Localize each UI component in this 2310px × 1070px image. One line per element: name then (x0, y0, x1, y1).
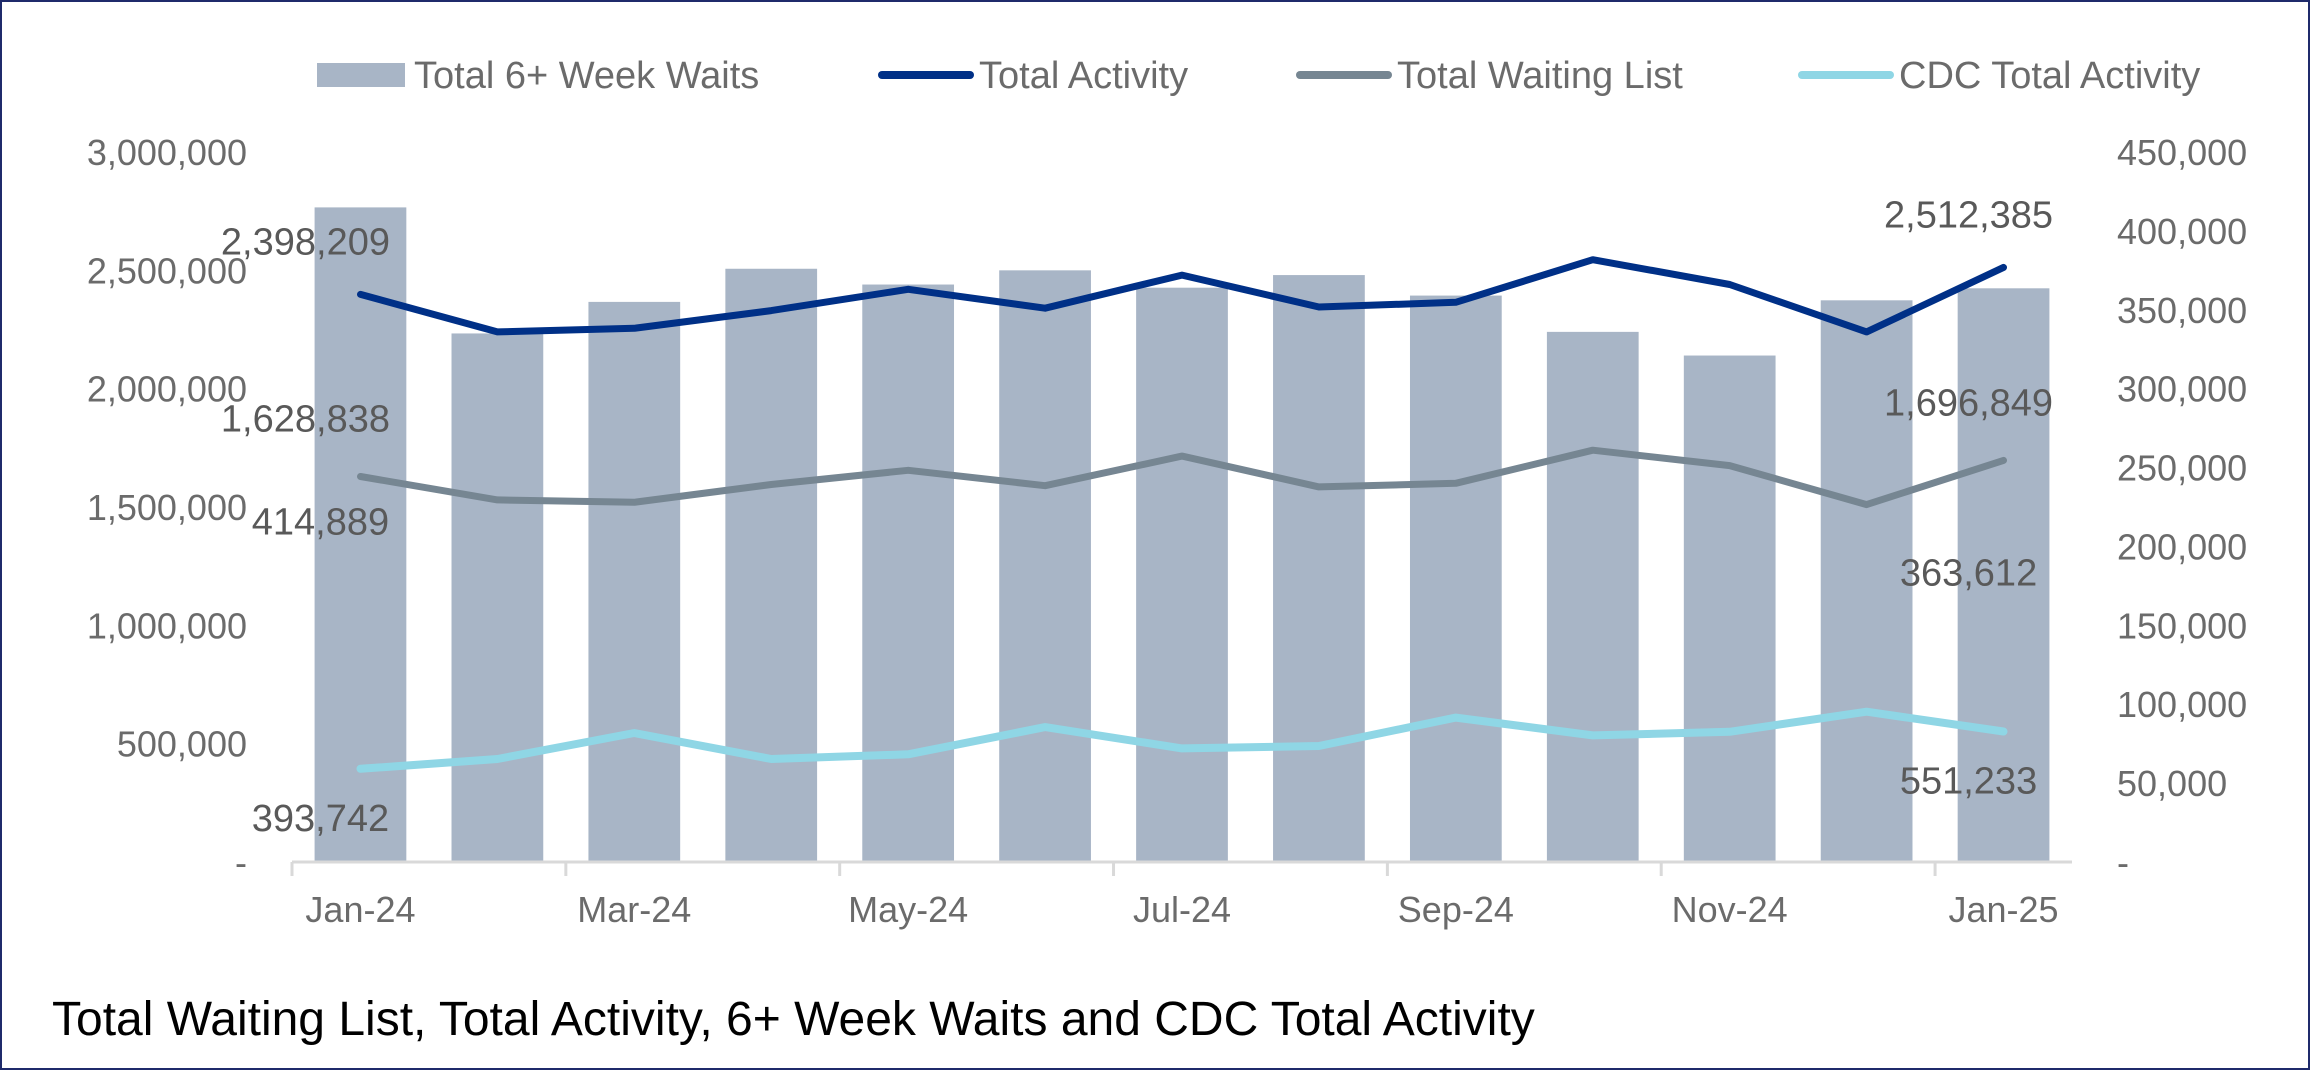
bar-nov-24 (1683, 355, 1776, 862)
data-label-total-activity: 2,398,209 (221, 221, 390, 263)
legend-label-total-waiting-list: Total Waiting List (1397, 55, 1683, 97)
series-line-total-waiting-list (357, 446, 2007, 509)
bar-dec-24 (1820, 300, 1913, 862)
x-tick-label-nov-24: Nov-24 (1672, 889, 1788, 930)
legend-label-total-6-week-waits: Total 6+ Week Waits (414, 55, 759, 97)
bar-jan-24 (314, 207, 407, 863)
right-y-tick-label: 100,000 (2117, 684, 2247, 725)
bar-sep-24 (1409, 295, 1502, 863)
bar-feb-24 (451, 333, 544, 862)
combo-chart: Jan-24 Mar-24 May-24 Jul-24 Sep-24 Nov-24 Jan-… (87, 55, 2247, 930)
bar-aug-24 (1273, 275, 1365, 863)
right-y-tick-label: - (2117, 842, 2129, 883)
x-tick-label-may-24: May-24 (848, 889, 968, 930)
data-label-total-activity: 2,512,385 (1884, 194, 2053, 236)
bar-oct-24 (1546, 331, 1639, 862)
chart-caption: Total Waiting List, Total Activity, 6+ W… (52, 993, 1535, 1046)
bar-apr-24 (725, 268, 818, 862)
legend-label-cdc-total-activity: CDC Total Activity (1899, 55, 2200, 97)
data-label-cdc-total-activity: 393,742 (252, 798, 389, 840)
data-label-cdc-total-activity: 551,233 (1900, 761, 2037, 803)
right-y-tick-label: 250,000 (2117, 448, 2247, 489)
bar-may-24 (862, 284, 955, 862)
left-y-tick-label: 3,000,000 (87, 132, 247, 173)
data-label-total-6-week-waits: 363,612 (1900, 552, 2037, 594)
bar-jan-25 (1957, 288, 2050, 863)
right-y-tick-label: 400,000 (2117, 211, 2247, 252)
left-y-tick-label: 500,000 (117, 724, 247, 765)
legend-label-total-activity: Total Activity (979, 55, 1188, 97)
left-y-tick-label: 1,000,000 (87, 605, 247, 646)
series-line-cdc-total-activity (356, 707, 2008, 773)
bar-mar-24 (588, 301, 681, 862)
data-label-total-6-week-waits: 414,889 (252, 502, 389, 544)
right-y-tick-label: 300,000 (2117, 369, 2247, 410)
left-y-tick-label: 1,500,000 (87, 487, 247, 528)
x-tick-label-jan-24: Jan-24 (305, 889, 415, 930)
right-y-tick-label: 150,000 (2117, 605, 2247, 646)
data-label-total-waiting-list: 1,628,838 (221, 399, 390, 441)
left-y-tick-label: - (235, 842, 247, 883)
x-tick-label-mar-24: Mar-24 (577, 889, 691, 930)
series-line-total-activity (357, 256, 2007, 336)
x-tick-label-sep-24: Sep-24 (1398, 889, 1514, 930)
legend-swatch-total-6-week-waits (317, 63, 405, 87)
left-y-tick-label: 2,000,000 (87, 369, 247, 410)
right-y-tick-label: 50,000 (2117, 763, 2227, 804)
left-y-tick-label: 2,500,000 (87, 250, 247, 291)
bar-jul-24 (1136, 287, 1228, 862)
right-y-tick-label: 200,000 (2117, 526, 2247, 567)
bar-jun-24 (999, 270, 1091, 862)
x-tick-label-jan-25: Jan-25 (1948, 889, 2058, 930)
data-label-total-waiting-list: 1,696,849 (1884, 382, 2053, 424)
right-y-tick-label: 350,000 (2117, 290, 2247, 331)
x-tick-label-jul-24: Jul-24 (1133, 889, 1231, 930)
right-y-tick-label: 450,000 (2117, 132, 2247, 173)
